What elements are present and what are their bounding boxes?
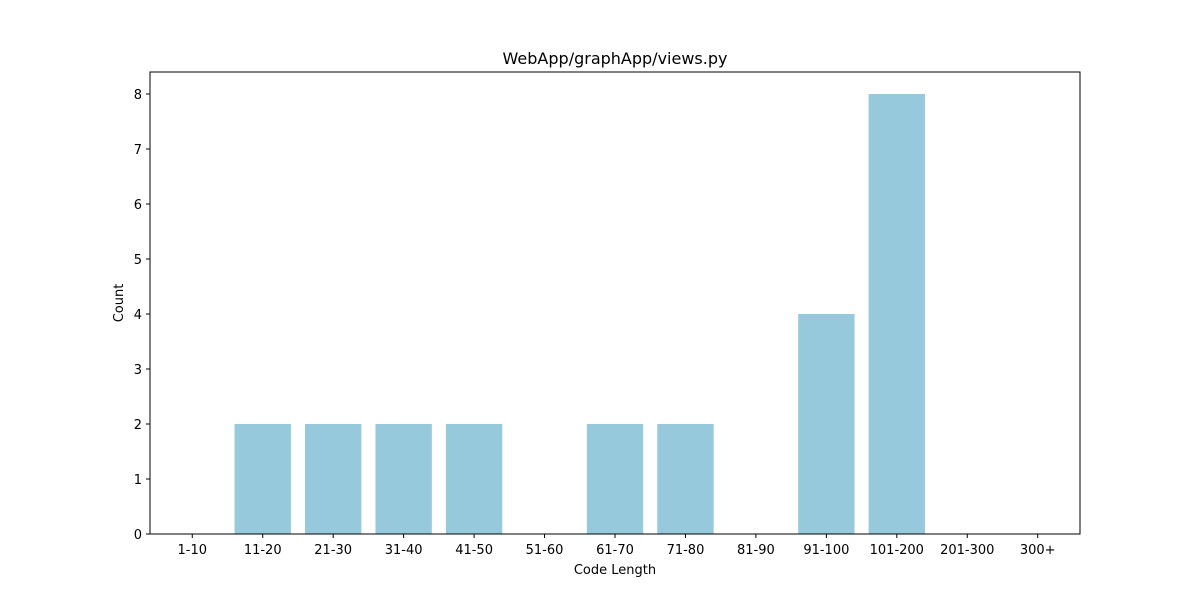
y-tick-label: 7 <box>134 143 142 158</box>
bar-101-200 <box>869 94 925 534</box>
x-axis-label: Code Length <box>574 563 656 578</box>
x-tick-label: 1-10 <box>178 543 208 558</box>
bars <box>235 94 925 534</box>
y-tick-label: 8 <box>134 88 142 103</box>
y-tick-label: 0 <box>134 528 142 543</box>
y-axis: 0 1 2 3 4 5 6 7 8 <box>134 88 150 543</box>
x-tick-label: 61-70 <box>596 543 634 558</box>
bar-21-30 <box>305 424 361 534</box>
x-tick-label: 201-300 <box>940 543 994 558</box>
y-tick-label: 5 <box>134 253 142 268</box>
x-axis: 1-10 11-20 21-30 31-40 41-50 51-60 61-70 71-80 8… <box>178 534 1056 558</box>
y-tick-label: 2 <box>134 418 142 433</box>
y-tick-label: 3 <box>134 363 142 378</box>
y-tick-label: 1 <box>134 473 142 488</box>
y-tick-label: 4 <box>134 308 142 323</box>
bar-31-40 <box>375 424 431 534</box>
x-tick-label: 81-90 <box>737 543 775 558</box>
bar-71-80 <box>657 424 713 534</box>
x-tick-label: 31-40 <box>385 543 423 558</box>
x-tick-label: 71-80 <box>667 543 705 558</box>
x-tick-label: 300+ <box>1020 543 1056 558</box>
x-tick-label: 21-30 <box>314 543 352 558</box>
bar-41-50 <box>446 424 502 534</box>
y-axis-label: Count <box>112 284 127 323</box>
x-tick-label: 101-200 <box>870 543 924 558</box>
x-tick-label: 41-50 <box>455 543 493 558</box>
bar-11-20 <box>235 424 291 534</box>
y-tick-label: 6 <box>134 198 142 213</box>
bar-91-100 <box>798 314 854 534</box>
x-tick-label: 11-20 <box>244 543 282 558</box>
x-tick-label: 51-60 <box>526 543 564 558</box>
x-tick-label: 91-100 <box>803 543 849 558</box>
chart-title: WebApp/graphApp/views.py <box>503 49 728 68</box>
bar-61-70 <box>587 424 643 534</box>
